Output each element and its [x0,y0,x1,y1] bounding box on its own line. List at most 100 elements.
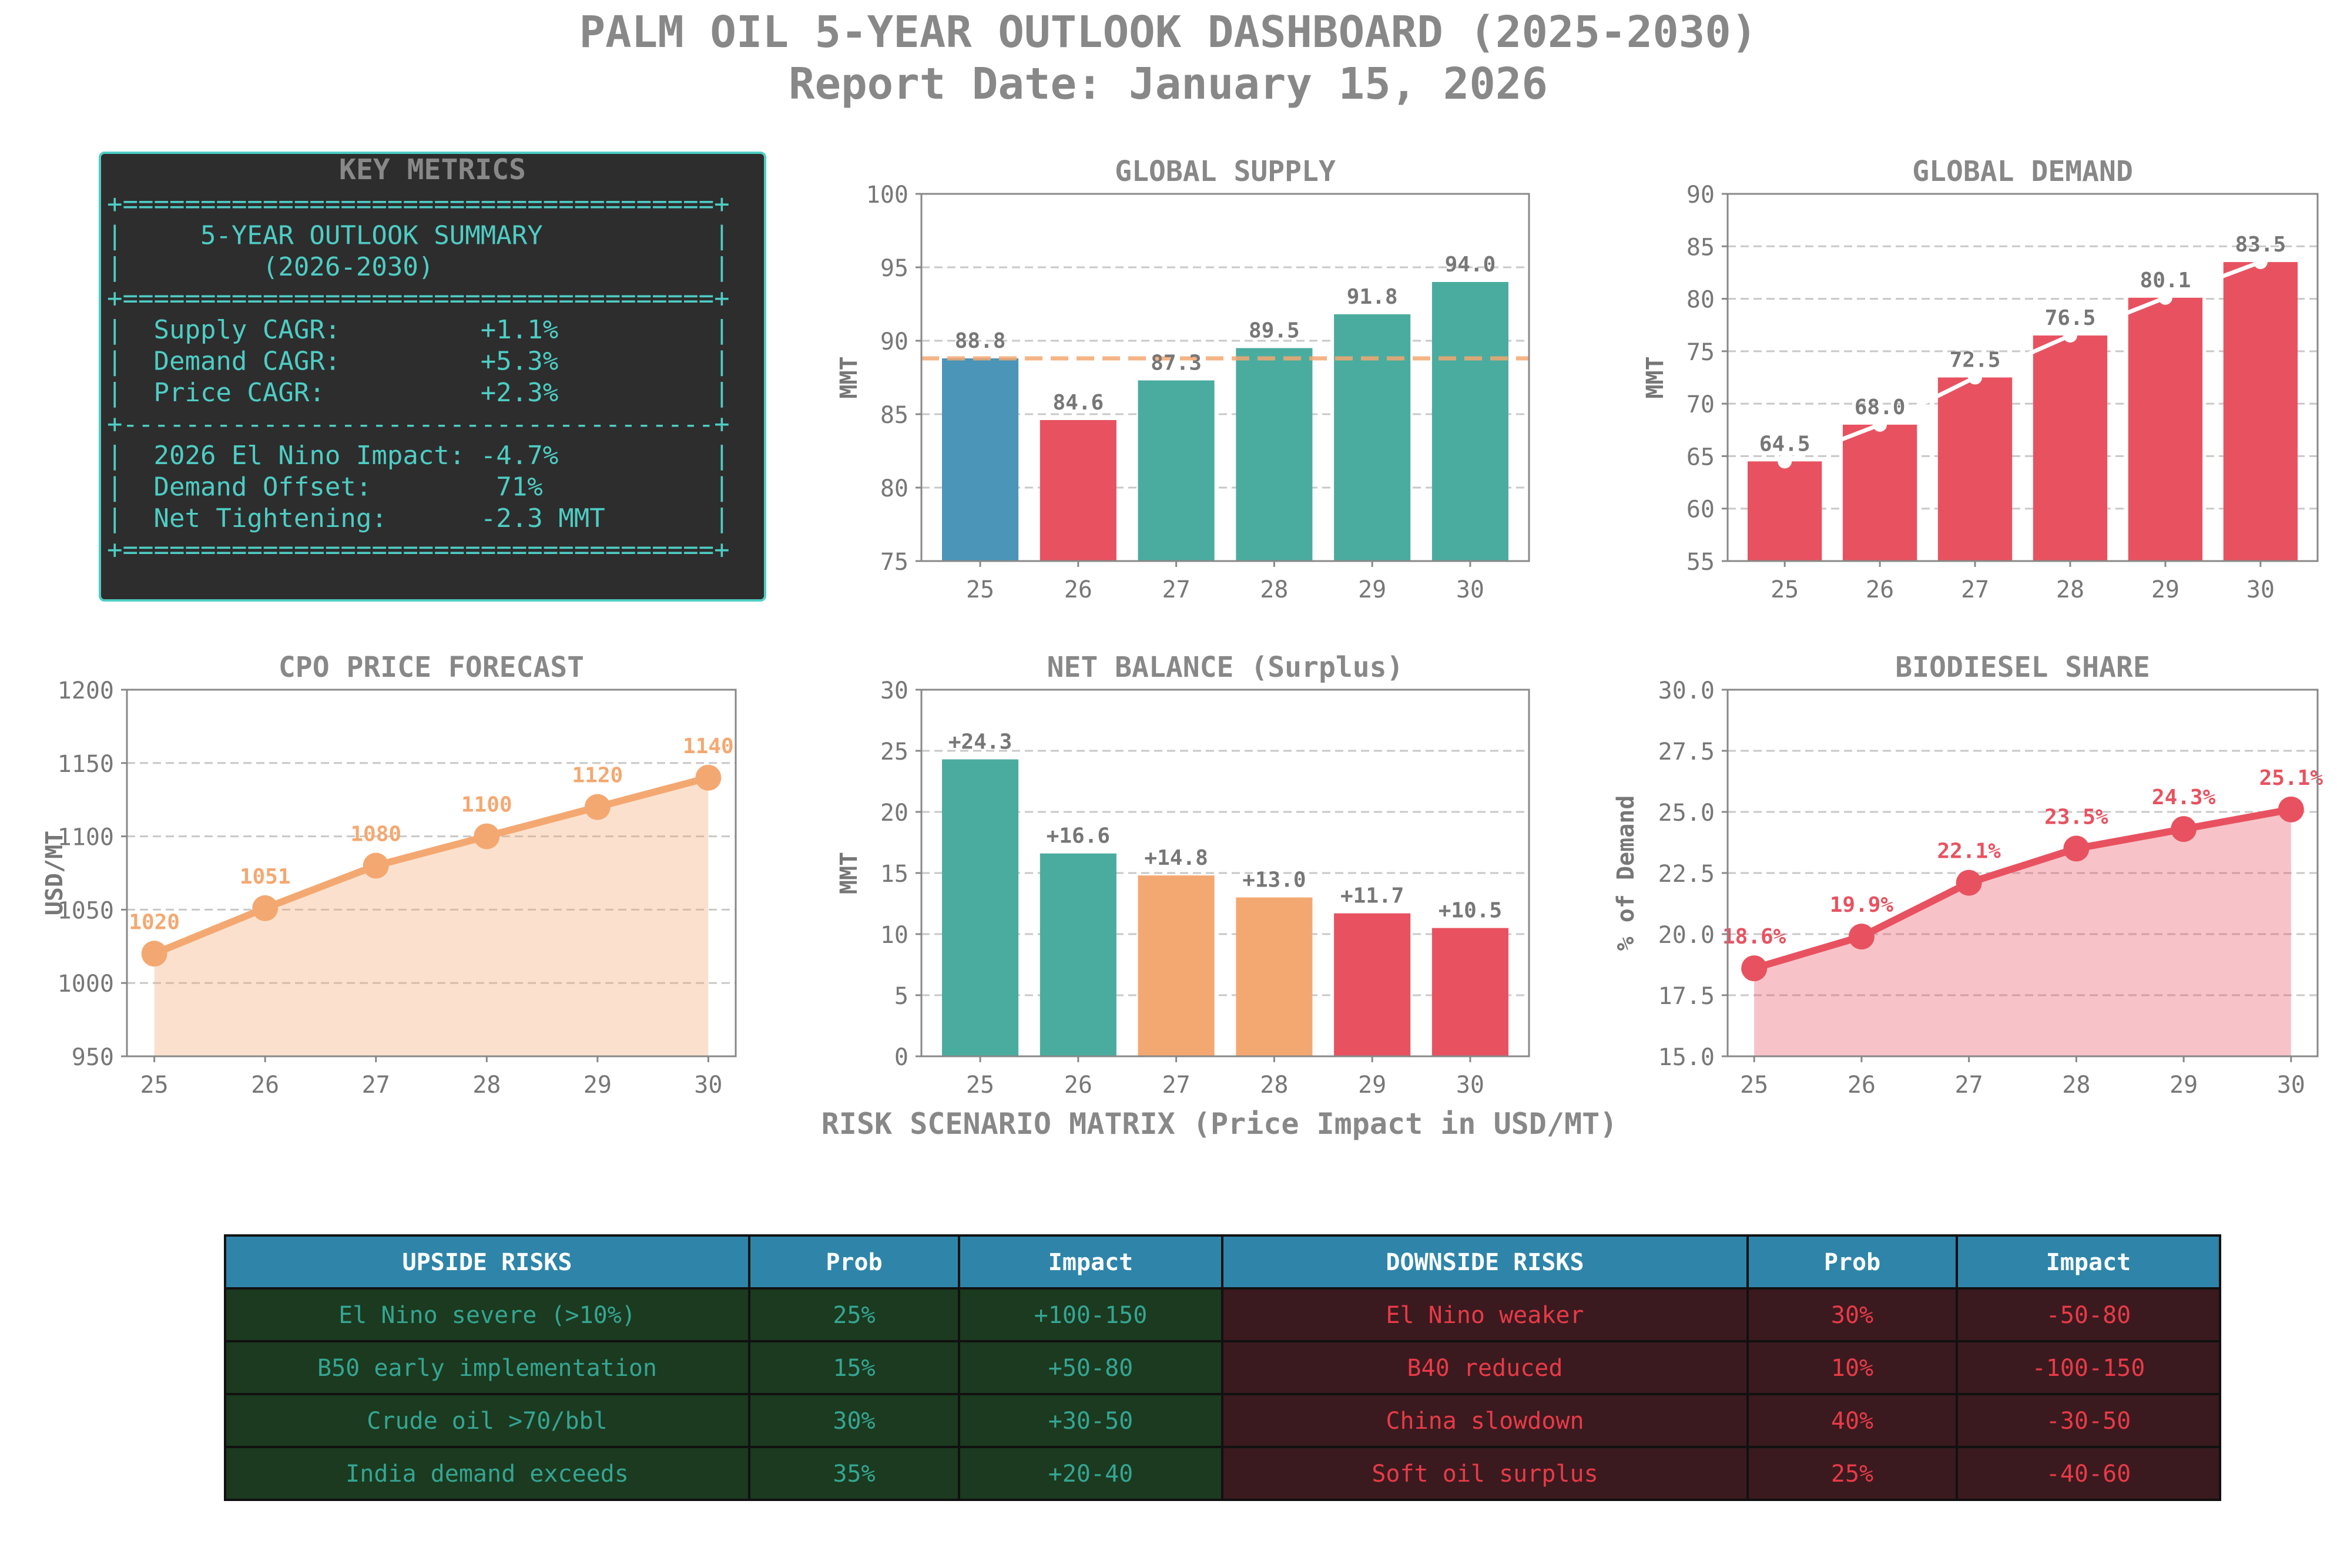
table-cell [748,1446,960,1501]
data-point [695,764,722,791]
plot-frame [920,193,1530,562]
table-cell [224,1287,750,1342]
y-tick-label: 60 [1686,496,1715,523]
key-metrics-line: +--------------------------------------+ [107,409,730,439]
downside-cell-text: B40 reduced [1407,1355,1563,1382]
data-label: 24.3% [2152,785,2216,810]
x-tick-label: 27 [1961,576,1989,603]
data-point [141,941,167,967]
y-tick-label: 25 [880,738,908,765]
x-tick-label: 26 [1866,576,1894,603]
data-label: 83.5 [2235,233,2286,257]
data-label: 94.0 [1445,253,1496,277]
table-header-cell [1956,1234,2221,1290]
downside-cell-text: 25% [1831,1460,1873,1488]
x-tick-label: 26 [1064,576,1092,603]
key-metrics-line: +======================================+ [107,535,730,565]
data-label: 1020 [129,910,180,934]
y-axis-label: MMT [836,852,863,894]
data-label: 84.6 [1052,391,1104,415]
data-label: +10.5 [1439,899,1502,923]
chart-title: CPO PRICE FORECAST [279,651,584,684]
downside-cell-text: 40% [1831,1408,1873,1435]
y-tick-label: 75 [1686,339,1715,366]
downside-cell-text: China slowdown [1386,1408,1584,1435]
downside-cell-text: -30-50 [2046,1408,2131,1435]
y-tick-label: 70 [1686,391,1715,418]
data-label: 88.8 [955,329,1006,353]
downside-cell-text: -40-60 [2046,1460,2131,1488]
downside-cell-text: -100-150 [2032,1355,2145,1382]
plot-frame [1726,193,2319,562]
bar-29 [1334,314,1411,561]
key-metrics-line: | Demand Offset: 71% | [107,472,730,502]
key-metrics-line: | 5-YEAR OUTLOOK SUMMARY | [107,221,730,251]
x-tick-label: 28 [2056,576,2084,603]
y-tick-label: 90 [880,328,908,355]
key-metrics-line: | 2026 El Nino Impact: -4.7% | [107,441,730,471]
table-header-cell [1221,1234,1749,1290]
table-cell [958,1287,1223,1342]
data-label: +16.6 [1047,824,1110,848]
x-tick-label: 25 [966,1072,994,1099]
bar-30 [1431,282,1508,561]
y-axis-label: MMT [836,356,863,398]
bar-28 [2033,335,2108,561]
table-cell [748,1393,960,1448]
trend-point [2063,328,2077,343]
upside-cell-text: El Nino severe (>10%) [338,1302,636,1329]
table-header-label: Prob [826,1249,882,1276]
x-tick-label: 30 [2247,576,2275,603]
trend-point [1968,370,1983,385]
data-label: 1120 [572,764,623,788]
x-tick-label: 26 [251,1072,279,1099]
y-tick-label: 75 [880,549,908,576]
data-point [584,794,611,820]
x-tick-label: 25 [1740,1072,1768,1099]
y-tick-label: 27.5 [1658,738,1715,765]
bar-27 [1138,875,1215,1056]
data-label: 64.5 [1759,432,1810,456]
net-balance-chart: NET BALANCE (Surplus) 0 5 10 15 20 25 30 MMT 25 26… [836,651,1530,1099]
key-metrics-title: KEY METRICS [339,153,526,186]
series-line [1753,805,2292,972]
y-tick-label: 10 [880,922,908,949]
y-tick-label: 1200 [58,677,114,704]
key-metrics-line: | Net Tightening: -2.3 MMT | [107,503,730,533]
x-tick-label: 29 [2151,576,2180,603]
data-label: 87.3 [1151,351,1202,375]
table-header-label: Impact [2046,1249,2131,1276]
table-header-label: Prob [1824,1249,1880,1276]
y-tick-label: 30 [880,677,908,704]
upside-cell-text: +20-40 [1048,1460,1134,1488]
table-header-cell [748,1234,960,1290]
upside-cell-text: B50 early implementation [317,1355,657,1382]
key-metrics-line: | Demand CAGR: +5.3% | [107,347,730,377]
trend-line [1783,260,2262,464]
x-tick-label: 30 [1456,576,1484,603]
key-metrics-line: | (2026-2030) | [107,252,730,282]
trend-point [1778,454,1792,469]
table-header-label: DOWNSIDE RISKS [1386,1249,1584,1276]
key-metrics-line: +======================================+ [107,284,730,314]
bar-30 [2223,262,2298,561]
x-tick-label: 27 [1162,576,1191,603]
upside-cell-text: India demand exceeds [346,1460,629,1488]
y-axis-label: % of Demand [1612,795,1639,951]
y-tick-label: 15 [880,861,908,888]
downside-cell-text: 10% [1831,1355,1873,1382]
x-tick-label: 26 [1064,1072,1092,1099]
x-tick-label: 27 [1955,1072,1983,1099]
x-tick-label: 27 [1162,1072,1191,1099]
risk-matrix-title: RISK SCENARIO MATRIX (Price Impact in US… [822,1107,1618,1141]
bar-25 [1748,461,1822,561]
table-header-label: UPSIDE RISKS [403,1249,572,1276]
table-cell [958,1340,1223,1395]
x-tick-label: 30 [2277,1072,2305,1099]
y-tick-label: 15.0 [1658,1044,1715,1071]
series-line [153,774,709,957]
x-tick-label: 29 [584,1072,612,1099]
data-label: 23.5% [2044,805,2108,829]
y-tick-label: 0 [894,1044,908,1071]
y-tick-label: 85 [880,402,908,429]
